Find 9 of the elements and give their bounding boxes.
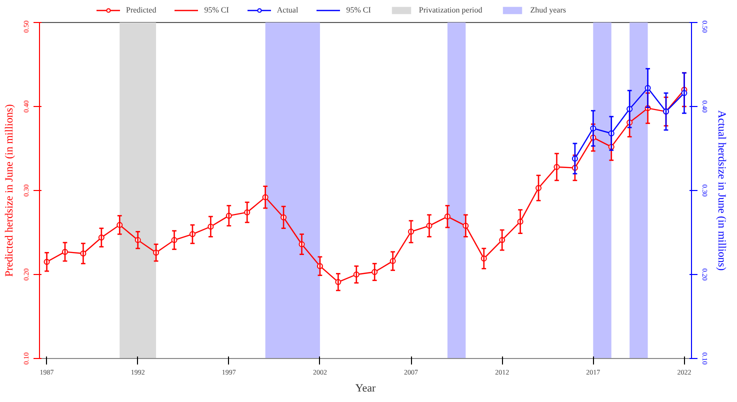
- legend-label: Privatization period: [418, 6, 482, 14]
- legend-label: Zhud years: [530, 6, 566, 14]
- y-axis-title: Predicted herdsize in June (in millions): [4, 104, 16, 277]
- y2-axis-title: Actual herdsize in June (in millions): [716, 110, 728, 272]
- text: 95% CI: [346, 6, 371, 14]
- text: 95% CI: [204, 6, 229, 14]
- legend-label: Actual: [276, 6, 298, 14]
- x-axis-title: Year: [355, 382, 376, 394]
- legend-label: Predicted: [126, 6, 156, 14]
